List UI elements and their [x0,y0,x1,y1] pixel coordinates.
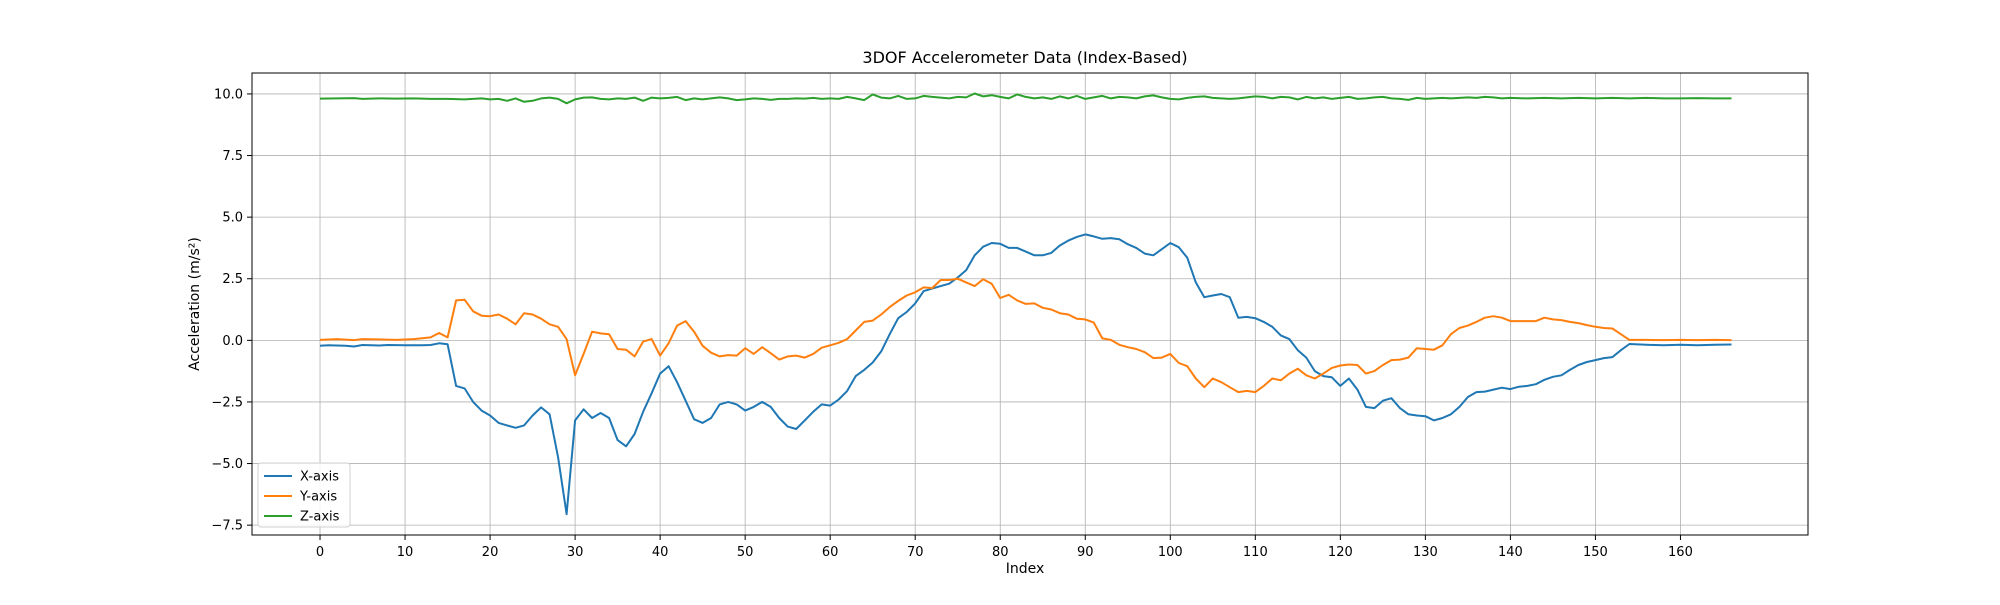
axis-ticks: 0 10 20 30 40 50 60 70 80 90 100 110 120 130 140 150 160… [211,87,1692,560]
x-tick-label: 100 [1158,545,1183,560]
x-tick-label: 110 [1243,545,1268,560]
x-tick-label: 60 [822,545,839,560]
x-axis-label: Index [1006,561,1045,577]
y-tick-label: 5.0 [222,211,243,226]
x-tick-label: 70 [907,545,924,560]
y-tick-label: −7.5 [211,519,243,534]
y-tick-label: −2.5 [211,395,243,410]
y-tick-label: 7.5 [222,149,243,164]
x-tick-label: 10 [397,545,414,560]
x-tick-label: 50 [737,545,754,560]
x-tick-label: 150 [1583,545,1608,560]
x-tick-label: 30 [567,545,584,560]
x-tick-label: 40 [652,545,669,560]
x-tick-label: 90 [1077,545,1094,560]
x-tick-label: 20 [482,545,499,560]
y-tick-label: 10.0 [214,87,243,102]
y-tick-label: 0.0 [222,334,243,349]
series-line-z-axis [319,92,1732,105]
legend-label: X-axis [300,470,339,485]
x-tick-label: 0 [316,545,324,560]
y-tick-label: −5.0 [211,457,243,472]
series-line-y-axis [319,277,1732,394]
series-lines [319,92,1732,516]
series-line-x-axis [319,233,1732,516]
grid-lines [252,73,1808,535]
plot-area-frame [251,72,1809,536]
x-tick-label: 80 [992,545,1009,560]
x-tick-label: 160 [1668,545,1693,560]
x-tick-label: 120 [1328,545,1353,560]
legend-box [257,462,351,528]
y-tick-label: 2.5 [222,272,243,287]
legend: X-axis Y-axis Z-axis [257,462,351,528]
chart-title: 3DOF Accelerometer Data (Index-Based) [862,48,1187,67]
x-tick-label: 140 [1498,545,1523,560]
y-axis-label: Acceleration (m/s²) [187,237,203,371]
x-tick-label: 130 [1413,545,1438,560]
legend-label: Y-axis [299,490,337,505]
legend-label: Z-axis [300,510,340,525]
